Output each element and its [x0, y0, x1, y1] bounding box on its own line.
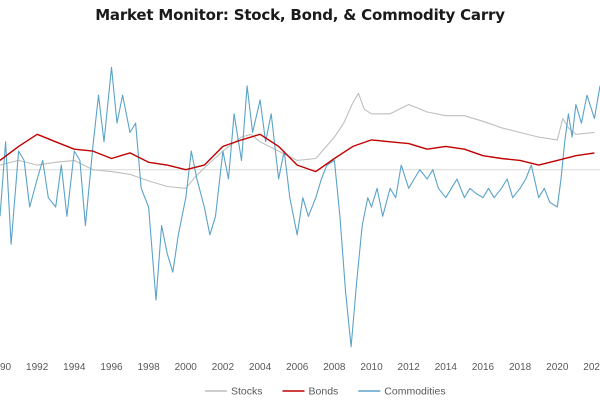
- x-tick-label: 2004: [249, 362, 272, 373]
- legend-label-commodities: Commodities: [384, 386, 445, 398]
- x-tick-label: 1992: [26, 362, 49, 373]
- series-line-stocks: [0, 92, 595, 189]
- x-tick-label: 2008: [323, 362, 346, 373]
- legend-label-bonds: Bonds: [309, 386, 339, 398]
- x-tick-label: 1996: [100, 362, 123, 373]
- x-tick-label: 2000: [175, 362, 198, 373]
- series-line-bonds: [0, 133, 595, 173]
- x-tick-label: 2018: [509, 362, 532, 373]
- x-tick-label: 2012: [398, 362, 421, 373]
- series-line-commodities: [0, 66, 600, 348]
- x-tick-label: 2002: [212, 362, 235, 373]
- x-tick-label: 2006: [286, 362, 309, 373]
- x-tick-label: 2016: [472, 362, 495, 373]
- x-tick-label: 2020: [546, 362, 569, 373]
- x-tick-label: 2022: [583, 362, 600, 373]
- chart-title: Market Monitor: Stock, Bond, & Commodity…: [95, 6, 505, 24]
- legend-label-stocks: Stocks: [231, 386, 263, 398]
- legend-item-bonds: Bonds: [282, 386, 339, 398]
- legend-item-commodities: Commodities: [358, 386, 446, 398]
- legend-item-stocks: Stocks: [205, 386, 263, 398]
- x-tick-label: 1990: [0, 362, 12, 373]
- x-tick-label: 2014: [435, 362, 458, 373]
- x-tick-label: 1994: [63, 362, 86, 373]
- x-tick-label: 2010: [360, 362, 383, 373]
- x-tick-label: 1998: [137, 362, 160, 373]
